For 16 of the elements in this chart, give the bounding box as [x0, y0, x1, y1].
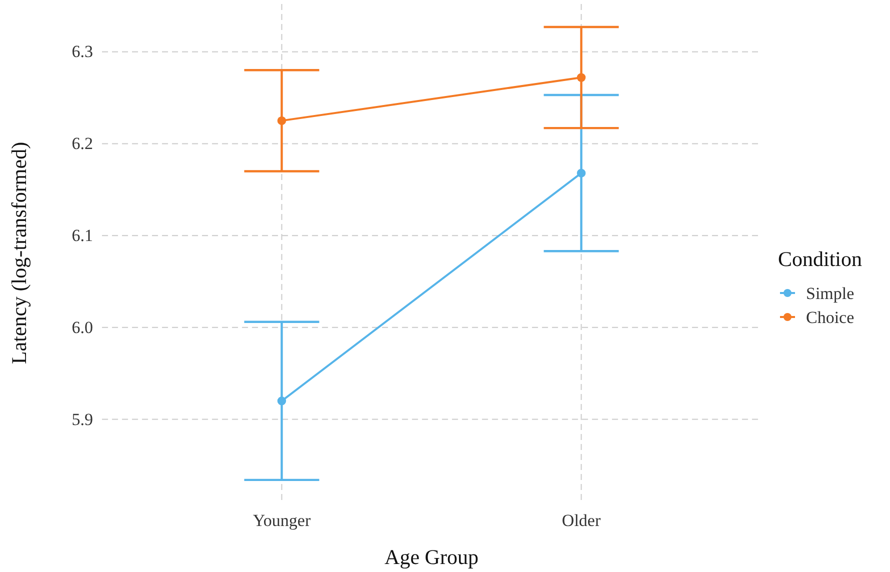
x-tick-label: Younger	[252, 511, 311, 530]
point	[277, 396, 286, 406]
legend-label: Choice	[806, 308, 854, 327]
y-tick-label: 6.3	[72, 42, 93, 62]
legend-title: Condition	[778, 247, 863, 271]
point	[277, 116, 286, 126]
point	[576, 73, 586, 82]
y-tick-label: 6.0	[72, 318, 93, 337]
x-axis-title: Age Group	[384, 545, 478, 569]
point	[576, 168, 586, 178]
x-tick-label: Older	[562, 511, 601, 530]
legend-label: Simple	[806, 284, 854, 303]
y-axis-title: Latency (log-transformed)	[7, 142, 31, 364]
y-tick-label: 6.1	[72, 226, 93, 245]
y-tick-label: 5.9	[72, 410, 93, 429]
y-tick-label: 6.2	[72, 134, 93, 154]
